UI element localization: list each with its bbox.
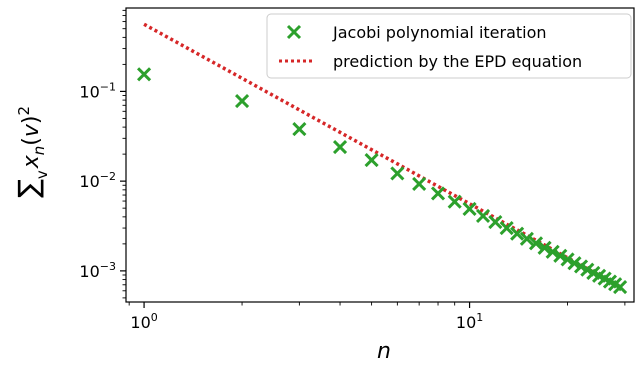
y-axis-ticks: 10−110−210−3	[79, 9, 126, 299]
y-tick-label-base: 10	[79, 172, 99, 191]
data-point-stroke	[597, 271, 612, 286]
data-point-stroke	[537, 240, 552, 255]
y-axis-label-sub-n: n	[30, 146, 48, 156]
data-point	[412, 176, 427, 192]
data-point-stroke	[602, 274, 618, 289]
data-point	[519, 231, 534, 246]
y-axis-label: ∑vxn(v)2	[12, 106, 51, 198]
x-tick-label-exponent: 1	[476, 311, 483, 324]
data-point	[488, 214, 503, 230]
data-point	[462, 201, 477, 217]
legend: Jacobi polynomial iteration prediction b…	[266, 13, 632, 79]
y-axis-label-sub-v: v	[33, 170, 51, 179]
legend-marker-jacobi	[286, 24, 302, 40]
y-axis-label-paren: (	[19, 137, 44, 146]
data-point	[430, 186, 446, 201]
y-tick-label-exponent: −1	[100, 80, 116, 93]
y-axis-label-x: x	[19, 154, 44, 169]
x-tick-label: 100	[130, 311, 157, 332]
data-point-stroke	[519, 231, 534, 246]
data-point-stroke	[430, 186, 446, 201]
data-point-stroke	[580, 262, 595, 277]
x-tick-label-base: 10	[130, 313, 150, 332]
x-axis-label: n	[377, 339, 391, 364]
data-point-stroke	[545, 244, 560, 259]
data-point-stroke	[499, 221, 514, 236]
data-point	[137, 67, 152, 82]
y-tick-label: 10−2	[79, 170, 116, 191]
data-point	[499, 221, 514, 236]
y-axis-label-exp: 2	[15, 106, 33, 116]
x-tick-label: 101	[456, 311, 483, 332]
data-point-stroke	[528, 236, 544, 251]
data-point-stroke	[573, 259, 589, 274]
data-point-stroke	[462, 201, 477, 217]
plot-marks	[137, 22, 628, 295]
data-point-stroke	[560, 252, 575, 267]
y-tick-label-base: 10	[79, 82, 99, 101]
data-point	[560, 252, 575, 267]
y-tick-label: 10−3	[79, 260, 116, 281]
data-point-stroke	[475, 208, 491, 223]
y-tick-label-exponent: −2	[100, 170, 116, 183]
data-point-stroke	[137, 67, 152, 82]
data-point-stroke	[510, 226, 525, 241]
x-tick-label-exponent: 0	[151, 311, 158, 324]
data-point	[510, 226, 525, 241]
legend-label-epd: prediction by the EPD equation	[333, 52, 582, 71]
y-axis-label-sum: ∑	[12, 179, 45, 198]
data-point	[537, 240, 552, 255]
data-point	[292, 122, 307, 137]
data-point-stroke	[586, 265, 601, 280]
data-point	[528, 236, 544, 251]
data-point	[553, 248, 568, 263]
data-point-stroke	[567, 256, 582, 271]
data-point-stroke	[332, 139, 348, 155]
data-point	[332, 139, 348, 155]
y-tick-label-exponent: −3	[100, 260, 116, 273]
data-point-stroke	[553, 248, 568, 263]
data-point-stroke	[613, 280, 628, 295]
data-point	[613, 280, 628, 295]
data-point-stroke	[447, 194, 462, 209]
data-point-stroke	[234, 94, 250, 109]
data-point	[447, 194, 462, 209]
data-point-stroke	[592, 268, 607, 283]
data-point	[364, 152, 379, 168]
y-tick-label: 10−1	[79, 80, 116, 101]
axes-frame	[125, 7, 635, 303]
legend-label-jacobi: Jacobi polynomial iteration	[332, 23, 547, 42]
data-point-stroke	[292, 122, 307, 137]
y-axis-label-paren-close: )	[19, 116, 44, 125]
legend-frame	[266, 13, 632, 79]
data-point	[545, 244, 560, 259]
x-axis-ticks: 100 101	[128, 302, 626, 332]
data-point-stroke	[364, 152, 379, 168]
y-axis-label-var: v	[19, 123, 44, 137]
data-point	[390, 166, 405, 181]
x-tick-label-base: 10	[456, 313, 476, 332]
y-tick-label-base: 10	[79, 262, 99, 281]
data-point	[234, 94, 250, 109]
data-point-stroke	[488, 214, 503, 230]
data-point-stroke	[412, 176, 427, 192]
data-point-stroke	[390, 166, 405, 181]
data-point	[475, 208, 491, 223]
